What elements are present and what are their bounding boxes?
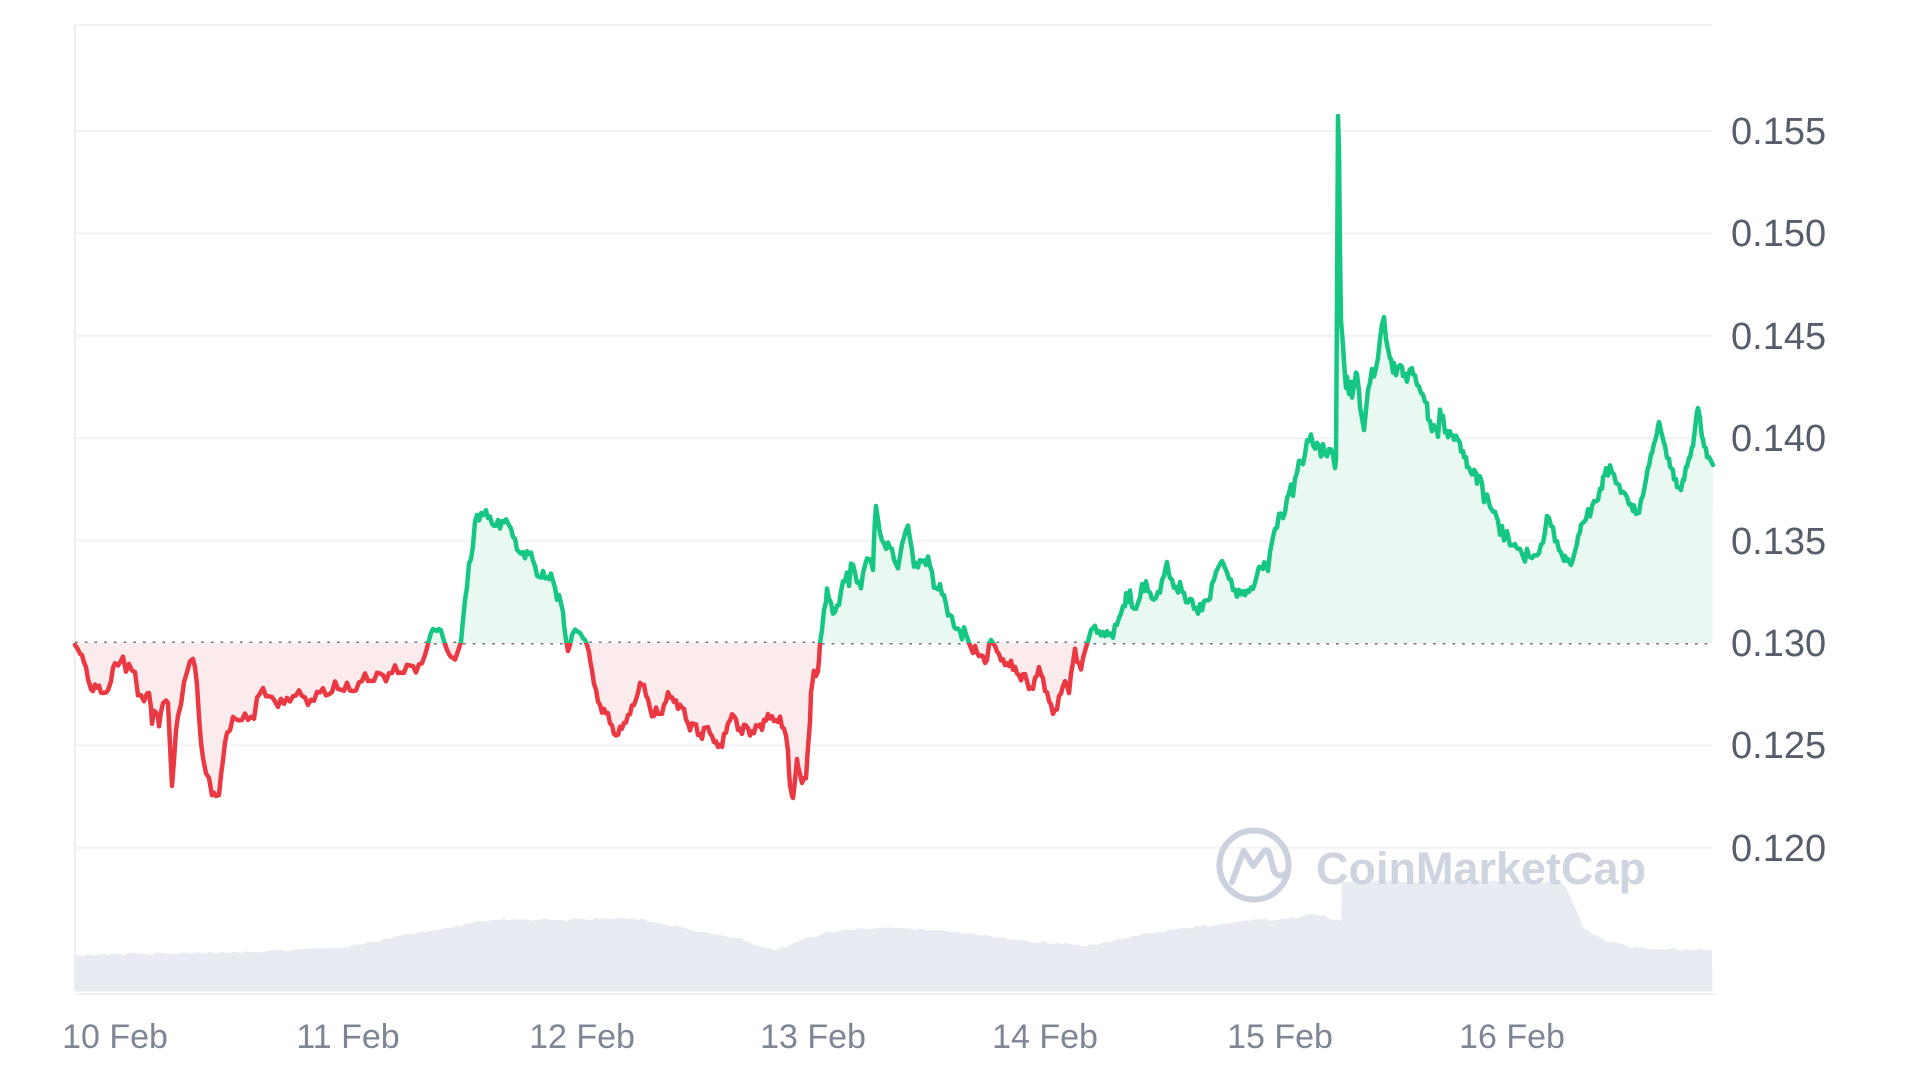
svg-text:CoinMarketCap: CoinMarketCap [1316, 843, 1646, 894]
svg-text:0.150: 0.150 [1731, 213, 1826, 255]
svg-text:0.155: 0.155 [1731, 111, 1826, 153]
svg-text:10 Feb: 10 Feb [62, 1018, 168, 1056]
svg-text:13 Feb: 13 Feb [760, 1018, 866, 1056]
svg-text:12 Feb: 12 Feb [529, 1018, 635, 1056]
svg-text:11 Feb: 11 Feb [296, 1018, 399, 1056]
svg-text:0.130: 0.130 [1731, 623, 1826, 665]
svg-text:0.140: 0.140 [1731, 418, 1826, 460]
svg-text:15 Feb: 15 Feb [1227, 1018, 1333, 1056]
svg-text:0.120: 0.120 [1731, 828, 1826, 870]
svg-text:16 Feb: 16 Feb [1459, 1018, 1565, 1056]
svg-text:0.145: 0.145 [1731, 316, 1826, 358]
svg-text:0.135: 0.135 [1731, 521, 1826, 563]
svg-text:0.125: 0.125 [1731, 725, 1826, 767]
svg-text:14 Feb: 14 Feb [992, 1018, 1098, 1056]
